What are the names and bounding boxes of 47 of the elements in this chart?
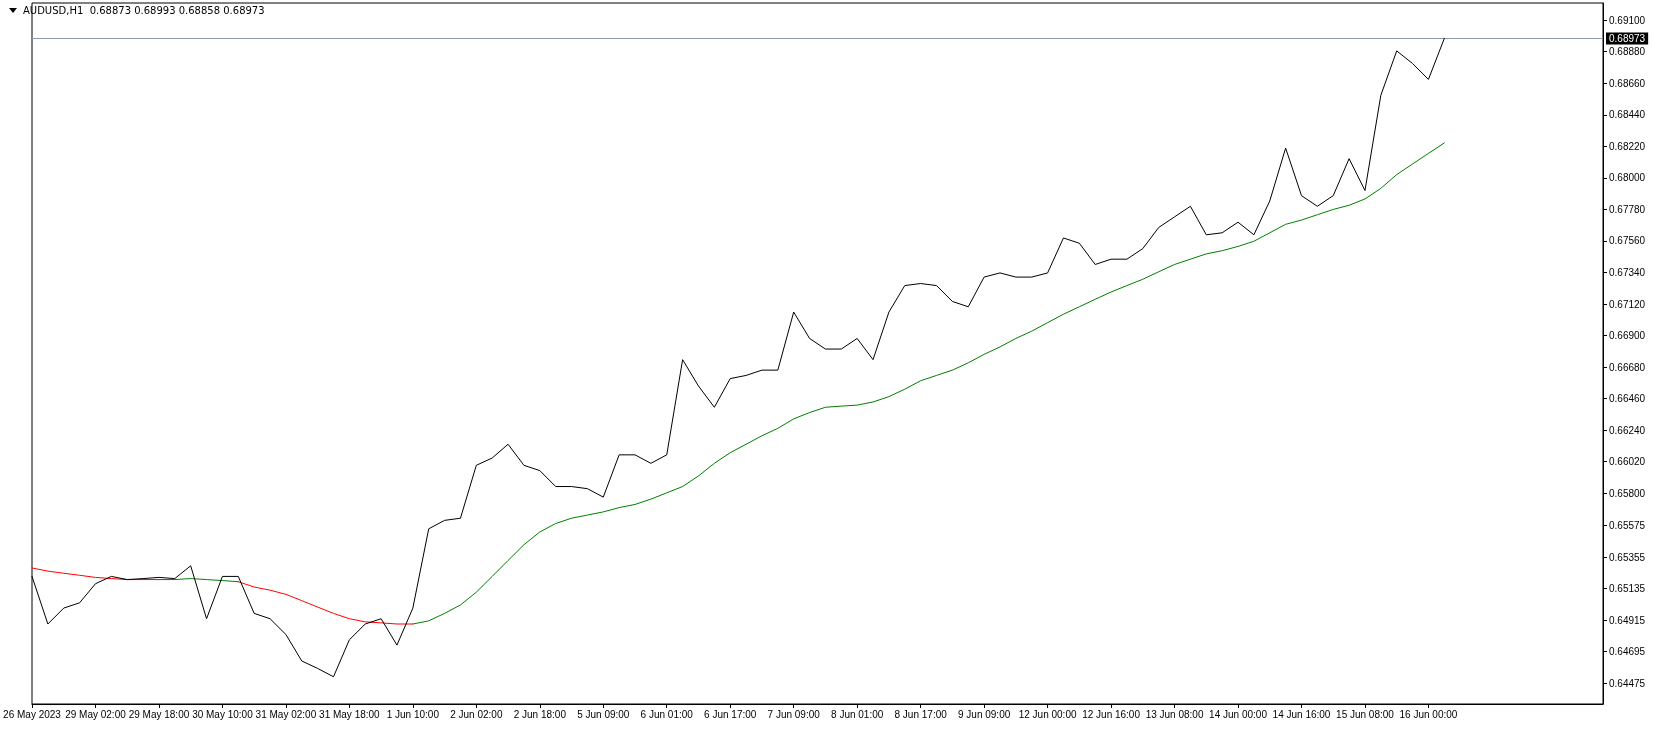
x-tick-label: 8 Jun 17:00 [894,708,948,720]
x-tick-label: 9 Jun 09:00 [957,708,1011,720]
y-tick-label: 0.64915 [1609,614,1646,626]
x-tick-label: 1 Jun 10:00 [386,708,440,720]
x-tick-label: 14 Jun 16:00 [1272,708,1331,720]
x-tick-label: 30 May 10:00 [192,708,254,720]
y-tick-label: 0.66460 [1609,393,1646,405]
x-tick-label: 13 Jun 08:00 [1145,708,1204,720]
y-tick-label: 0.68660 [1609,77,1646,89]
y-tick-label: 0.67780 [1609,203,1646,215]
y-tick-label: 0.64695 [1609,646,1646,658]
y-tick-label: 0.66680 [1609,361,1646,373]
x-tick-label: 29 May 18:00 [128,708,190,720]
y-tick-label: 0.68880 [1609,46,1646,58]
x-tick-label: 26 May 2023 [3,708,62,720]
y-tick-label: 0.66900 [1609,330,1646,342]
y-tick-label: 0.68000 [1609,172,1646,184]
y-tick-label: 0.65800 [1609,487,1646,499]
y-tick-label: 0.68220 [1609,140,1646,152]
x-tick-label: 14 Jun 00:00 [1209,708,1268,720]
x-tick-label: 15 Jun 08:00 [1336,708,1395,720]
x-tick-label: 2 Jun 02:00 [450,708,503,720]
x-tick-label: 29 May 02:00 [65,708,127,720]
x-tick-label: 12 Jun 00:00 [1018,708,1077,720]
x-tick-label: 2 Jun 18:00 [513,708,567,720]
x-tick-label: 31 May 18:00 [319,708,381,720]
y-tick-label: 0.65135 [1609,583,1646,595]
y-tick-label: 0.64475 [1609,677,1646,689]
y-tick-label: 0.67560 [1609,235,1646,247]
y-tick-label: 0.65355 [1609,551,1646,563]
x-tick-label: 16 Jun 00:00 [1399,708,1458,720]
y-tick-label: 0.68440 [1609,109,1646,121]
x-tick-label: 6 Jun 01:00 [640,708,694,720]
x-tick-label: 5 Jun 09:00 [577,708,630,720]
y-tick-label: 0.67340 [1609,267,1646,279]
y-tick-label: 0.66020 [1609,456,1646,468]
chart-title: AUDUSD,H1 0.68873 0.68993 0.68858 0.68973 [23,5,265,16]
x-tick-label: 6 Jun 17:00 [704,708,757,720]
ref-line-label: 0.68973 [1609,32,1646,44]
x-tick-label: 12 Jun 16:00 [1082,708,1141,720]
x-tick-label: 31 May 02:00 [255,708,317,720]
y-tick-label: 0.66240 [1609,424,1646,436]
y-tick-label: 0.67120 [1609,298,1646,310]
x-tick-label: 7 Jun 09:00 [767,708,821,720]
x-tick-label: 8 Jun 01:00 [831,708,884,720]
y-tick-label: 0.65575 [1609,520,1646,532]
y-tick-label: 0.69100 [1609,14,1646,26]
